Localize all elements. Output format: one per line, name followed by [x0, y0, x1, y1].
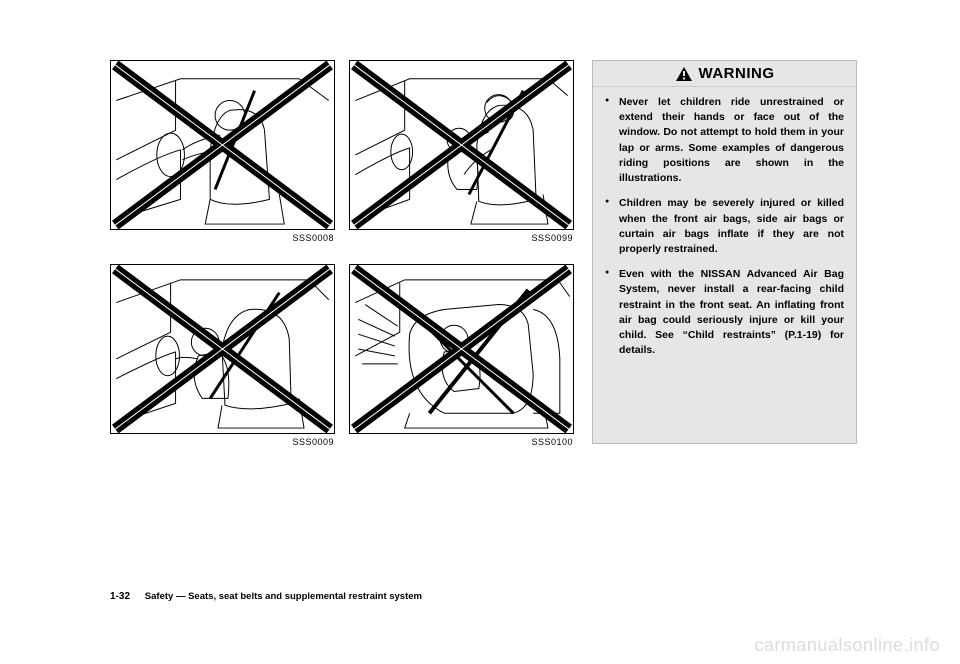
- illustration-caption: SSS0008: [292, 233, 334, 243]
- watermark: carmanualsonline.info: [754, 635, 940, 656]
- warning-item: Never let children ride unrestrained or …: [605, 95, 844, 186]
- illustration-caption: SSS0100: [531, 437, 573, 447]
- warning-item: Even with the NISSAN Advanced Air Bag Sy…: [605, 267, 844, 358]
- illustration-sss0008: SSS0008: [110, 60, 335, 230]
- line-art-icon: [111, 61, 334, 229]
- content-row: SSS0008: [110, 60, 900, 444]
- line-art-icon: [350, 61, 573, 229]
- warning-item: Children may be severely injured or kill…: [605, 196, 844, 257]
- page-number: 1-32: [110, 591, 130, 602]
- warning-list: Never let children ride unrestrained or …: [593, 87, 856, 383]
- illustration-grid: SSS0008: [110, 60, 574, 444]
- illustration-sss0100: SSS0100: [349, 264, 574, 434]
- line-art-icon: [350, 265, 573, 433]
- illustration-caption: SSS0099: [531, 233, 573, 243]
- manual-page: SSS0008: [0, 0, 960, 664]
- illustration-sss0099: SSS0099: [349, 60, 574, 230]
- line-art-icon: [111, 265, 334, 433]
- illustration-sss0009: SSS0009: [110, 264, 335, 434]
- page-footer: 1-32 Safety — Seats, seat belts and supp…: [110, 591, 422, 602]
- warning-box: WARNING Never let children ride unrestra…: [592, 60, 857, 444]
- warning-triangle-icon: [675, 66, 693, 82]
- section-title: Safety — Seats, seat belts and supplemen…: [145, 591, 422, 602]
- warning-title: WARNING: [699, 65, 775, 82]
- warning-header: WARNING: [593, 61, 856, 87]
- illustration-caption: SSS0009: [292, 437, 334, 447]
